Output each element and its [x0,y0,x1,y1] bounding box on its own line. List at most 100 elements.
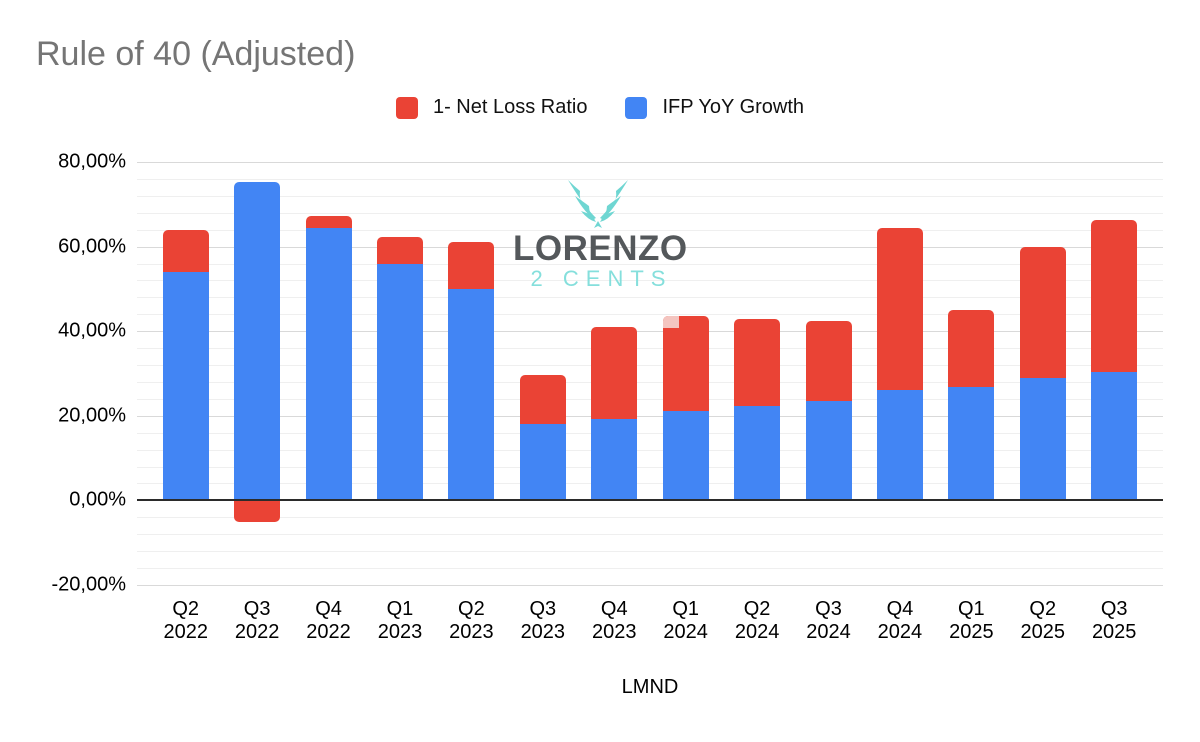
y-tick-label: 40,00% [58,319,126,342]
bar-segment-ifp-yoy-growth[interactable] [162,271,209,501]
x-tick-label: Q4 2022 [306,598,351,643]
bar-segment-net-loss-ratio[interactable] [234,500,281,522]
bar-slot [1007,162,1078,585]
bar-segment-ifp-yoy-growth[interactable] [1091,372,1138,501]
chart-legend: 1- Net Loss Ratio IFP YoY Growth [0,96,1200,119]
y-tick-label: -20,00% [51,573,127,596]
legend-item-ifp-yoy-growth[interactable]: IFP YoY Growth [625,96,804,119]
x-tick-label: Q1 2025 [949,598,994,643]
x-axis-labels: Q2 2022 Q3 2022 Q4 2022 Q1 2023 Q2 2023 Q3 2023 Q4 20… [137,598,1163,644]
x-tick-label: Q2 2022 [163,598,208,643]
gridline [137,162,1163,163]
bar-segment-net-loss-ratio[interactable] [1091,220,1138,373]
legend-label-net-loss-ratio: 1- Net Loss Ratio [432,96,588,118]
gridline [137,415,1163,417]
legend-swatch-red [395,96,418,119]
gridline [137,449,1163,451]
x-tick-label: Q3 2024 [806,598,851,643]
gridline [137,365,1163,367]
bar-slot [793,162,864,585]
y-tick-label: 80,00% [58,150,126,173]
chart-title: Rule of 40 (Adjusted) [36,35,356,73]
gridline [137,263,1163,265]
bar-slot [864,162,935,585]
bar-segment-net-loss-ratio[interactable] [876,228,923,390]
x-tick-label: Q1 2023 [377,598,423,643]
gridline [137,432,1163,434]
bar-segment-net-loss-ratio[interactable] [519,374,566,425]
bar-segment-net-loss-ratio[interactable] [734,318,781,407]
legend-item-net-loss-ratio[interactable]: 1- Net Loss Ratio [395,96,588,119]
bar-segment-net-loss-ratio[interactable] [376,236,423,264]
x-tick-label: Q2 2024 [734,598,780,643]
gridline [137,178,1163,180]
bar-segment-net-loss-ratio[interactable] [591,326,638,419]
bar-segment-ifp-yoy-growth[interactable] [876,389,923,501]
gridline [137,246,1163,248]
bar-segment-ifp-yoy-growth[interactable] [734,406,781,501]
bar-segment-net-loss-ratio[interactable] [162,229,209,272]
legend-label-ifp-yoy-growth: IFP YoY Growth [662,96,805,118]
bar-segment-net-loss-ratio[interactable] [448,242,495,289]
bar-segment-net-loss-ratio[interactable] [1019,246,1066,379]
y-tick-label: 20,00% [58,404,126,427]
x-tick-label: Q4 2024 [877,598,923,643]
x-tick-label: Q1 2024 [663,598,708,643]
gridline [137,297,1163,299]
bar-segment-ifp-yoy-growth[interactable] [234,182,281,501]
bar-segment-ifp-yoy-growth[interactable] [662,410,709,501]
bar-segment-ifp-yoy-growth[interactable] [305,227,352,501]
bar-segment-ifp-yoy-growth[interactable] [1019,378,1066,501]
x-tick-label: Q4 2023 [591,598,637,643]
x-tick-label: Q3 2022 [234,598,280,643]
x-tick-label: Q3 2023 [520,598,566,643]
bar-slot [650,162,721,585]
y-tick-label: 60,00% [58,235,126,258]
gridline [137,212,1163,214]
highlight-patch [662,316,679,329]
y-tick-label: 0,00% [69,488,126,511]
bar-slot [721,162,792,585]
x-tick-label: Q2 2023 [449,598,494,643]
bar-slot [507,162,578,585]
bar-segment-ifp-yoy-growth[interactable] [519,424,566,501]
bar-slot [364,162,435,585]
gridline [137,229,1163,231]
gridline [137,517,1163,519]
bar-slot [293,162,364,585]
gridline [137,348,1163,350]
legend-swatch-blue [625,96,648,119]
gridline [137,466,1163,468]
gridline [137,280,1163,282]
gridline [137,585,1163,586]
gridline [137,568,1163,570]
y-axis-labels: 80,00% 60,00% 40,00% 20,00% 0,00% -20,00% [0,151,127,596]
bar-slot [150,162,221,585]
bar-segment-ifp-yoy-growth[interactable] [805,400,852,501]
bar-slot [579,162,650,585]
bar-slot [1078,162,1149,585]
bar-slot [936,162,1007,585]
gridline [137,314,1163,316]
gridline [137,331,1163,333]
bar-segment-net-loss-ratio[interactable] [948,310,995,387]
gridline [137,534,1163,536]
bars-container [137,162,1163,585]
gridline [137,381,1163,383]
bar-segment-ifp-yoy-growth[interactable] [948,386,995,501]
gridline [137,551,1163,553]
bar-segment-ifp-yoy-growth[interactable] [448,288,495,501]
x-axis-title: LMND [621,676,679,698]
bar-slot [436,162,507,585]
gridline [137,398,1163,400]
bar-slot [221,162,292,585]
gridline [137,195,1163,197]
zero-axis-line [137,499,1163,502]
bar-segment-net-loss-ratio[interactable] [662,316,709,411]
bar-segment-ifp-yoy-growth[interactable] [376,263,423,501]
bar-segment-net-loss-ratio[interactable] [805,320,852,401]
bar-segment-net-loss-ratio[interactable] [305,216,352,228]
bar-segment-ifp-yoy-growth[interactable] [591,418,638,501]
plot-area [137,162,1163,586]
x-tick-label: Q3 2025 [1091,598,1137,643]
